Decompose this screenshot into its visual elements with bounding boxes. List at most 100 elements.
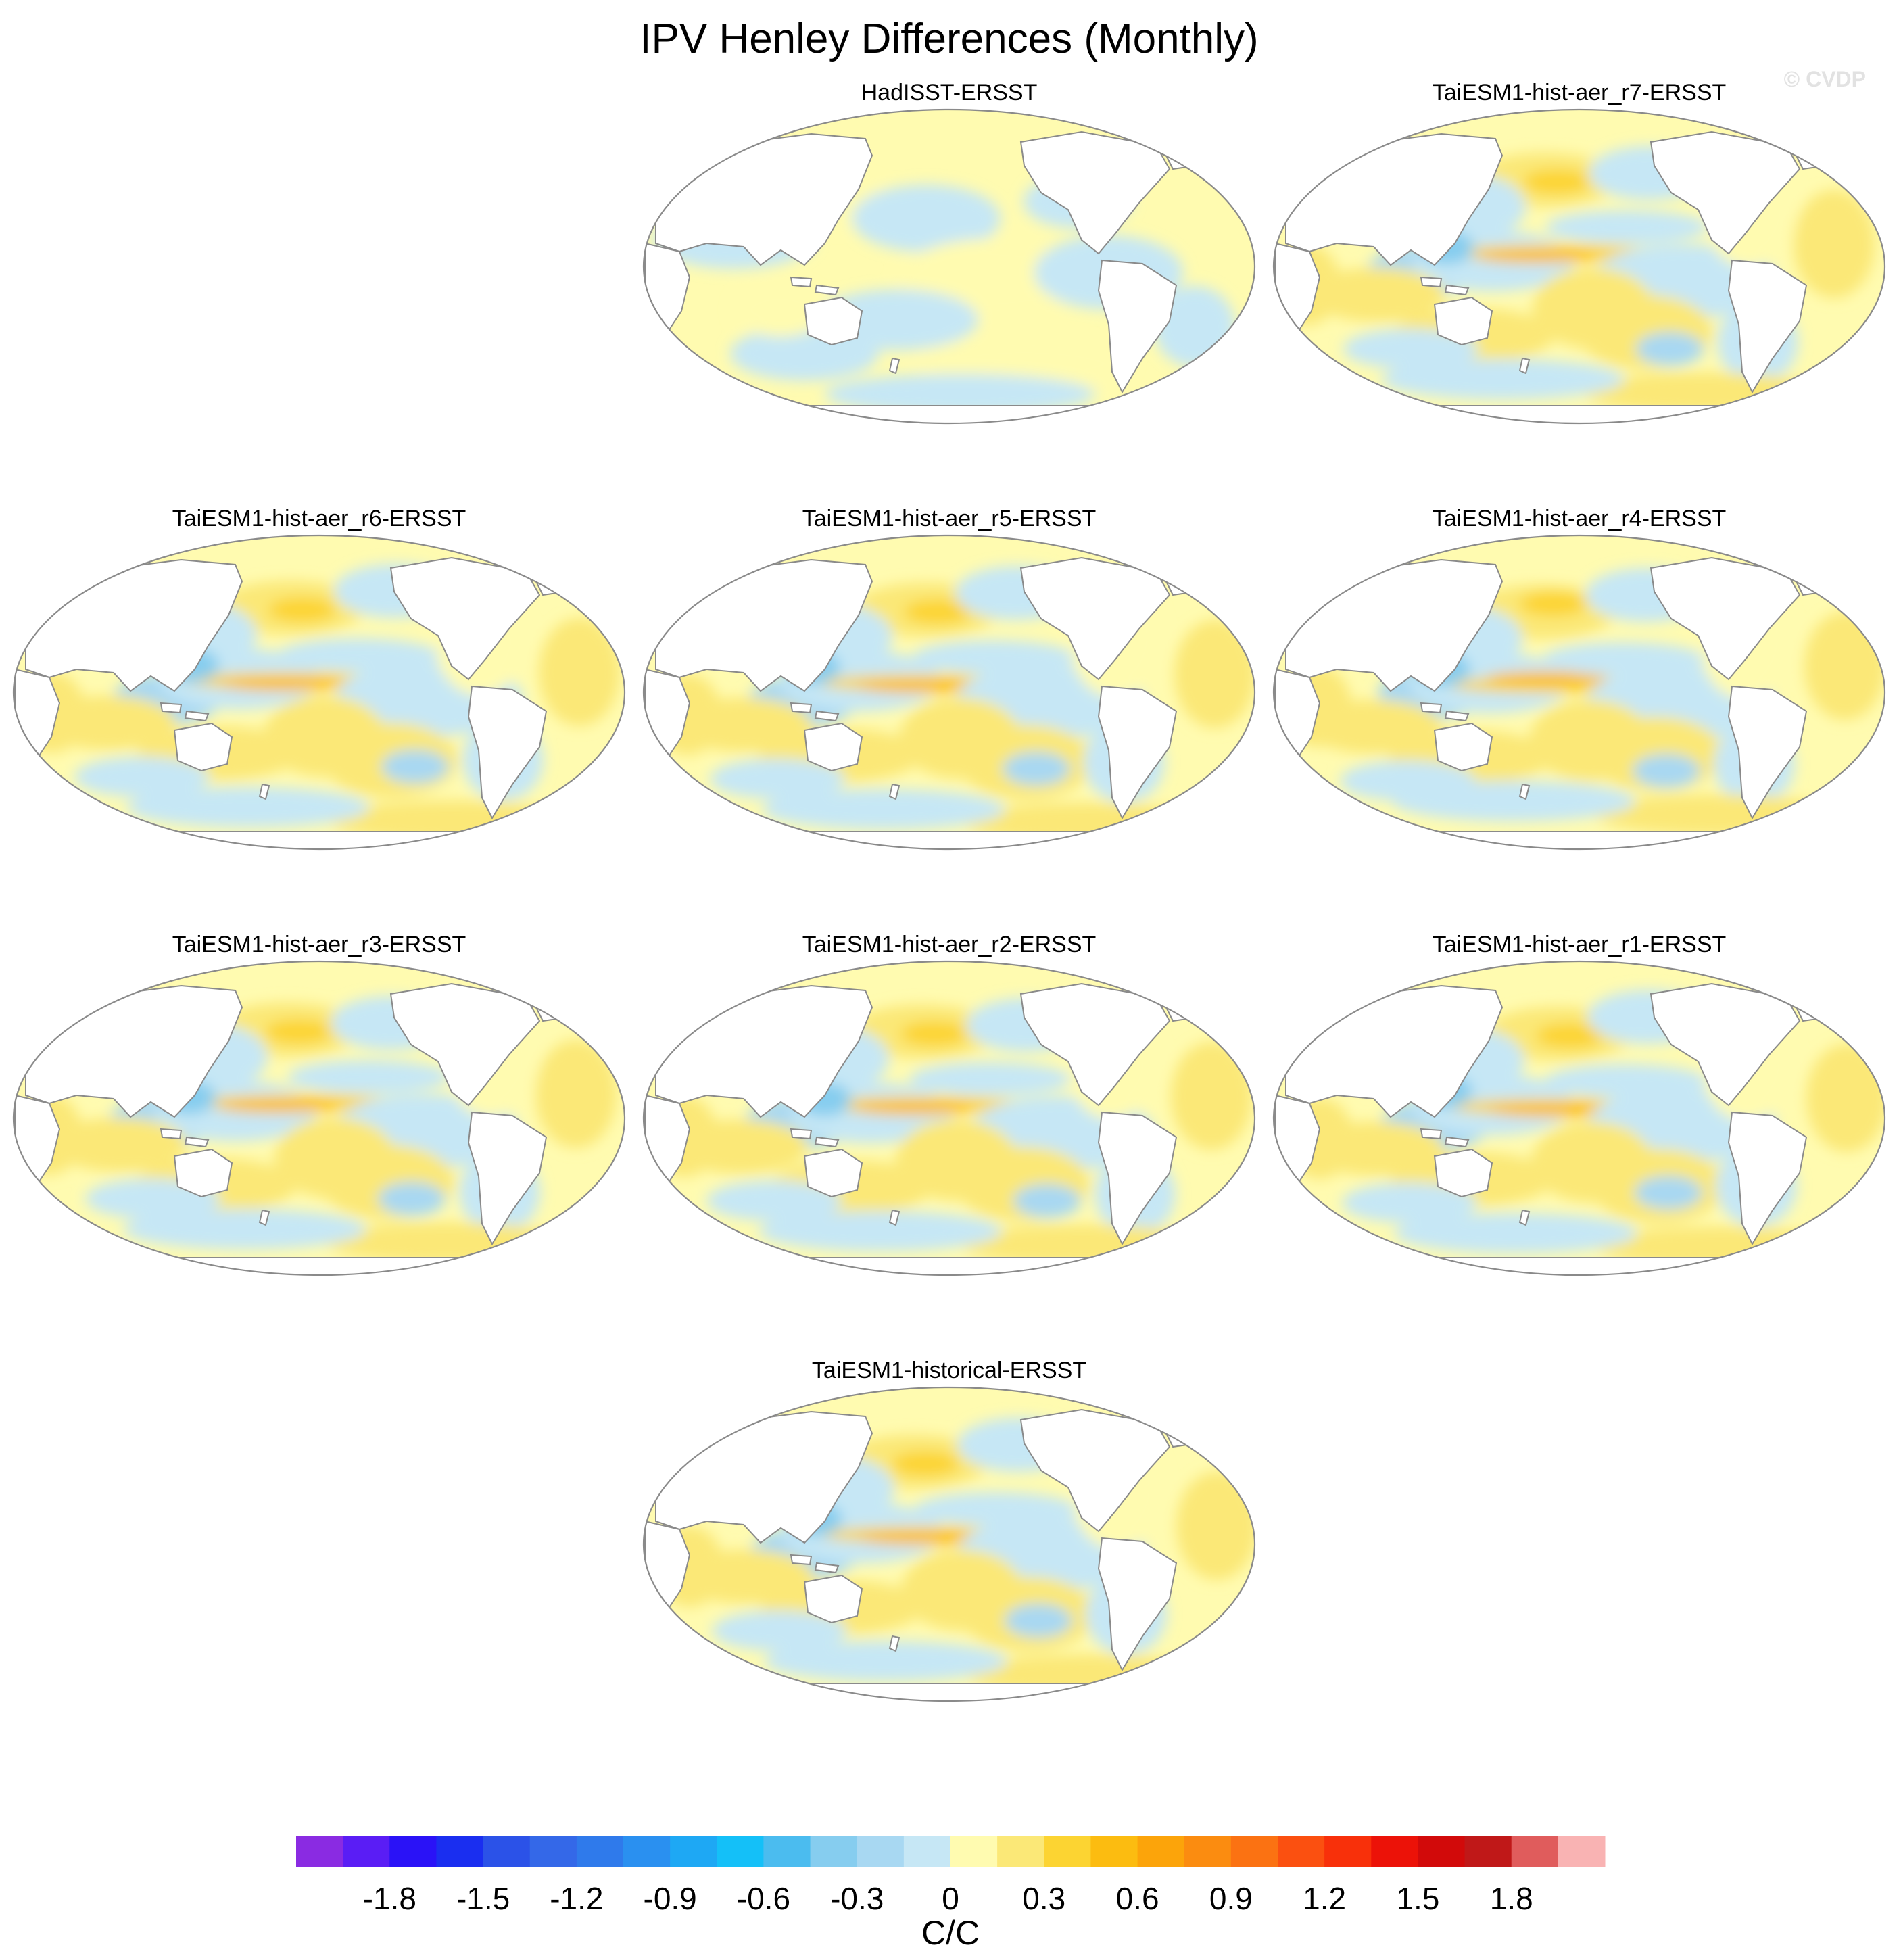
continent bbox=[888, 783, 900, 800]
continent bbox=[1518, 357, 1531, 375]
anomaly-blob bbox=[1520, 592, 1587, 616]
anomaly-blob bbox=[381, 750, 449, 784]
map-panel: TaiESM1-hist-aer_r7-ERSST bbox=[1272, 80, 1886, 425]
continent bbox=[723, 405, 1172, 423]
anomaly-blob bbox=[539, 618, 620, 726]
panel-title: TaiESM1-hist-aer_r1-ERSST bbox=[1433, 932, 1727, 957]
continent bbox=[1097, 259, 1178, 394]
anomaly-blob bbox=[1005, 1604, 1072, 1638]
continent bbox=[1518, 1209, 1531, 1226]
continent bbox=[888, 1635, 900, 1652]
colorbar-swatch bbox=[483, 1836, 531, 1867]
continent bbox=[1727, 1111, 1808, 1246]
anomaly-blob bbox=[1176, 1472, 1255, 1580]
anomaly-blob bbox=[288, 1060, 450, 1094]
anomaly-blob bbox=[859, 1531, 980, 1545]
anomaly-blob bbox=[535, 1040, 617, 1148]
anomaly-blob bbox=[1013, 1184, 1081, 1218]
colorbar-swatch bbox=[389, 1836, 437, 1867]
anomaly-blob bbox=[1794, 190, 1875, 298]
panel-title: TaiESM1-hist-aer_r4-ERSST bbox=[1433, 506, 1727, 531]
continent bbox=[888, 357, 900, 375]
colorbar-swatch bbox=[1278, 1836, 1325, 1867]
continent bbox=[173, 722, 233, 772]
continent bbox=[1420, 702, 1470, 722]
panel-title: TaiESM1-hist-aer_r3-ERSST bbox=[172, 932, 466, 957]
anomaly-blob bbox=[733, 283, 827, 337]
colorbar-tick-label: 0.6 bbox=[1116, 1881, 1159, 1916]
anomaly-blob bbox=[1523, 170, 1591, 194]
continent bbox=[1097, 1111, 1178, 1246]
map-frame bbox=[12, 534, 626, 851]
continent bbox=[160, 702, 210, 722]
panel-title: TaiESM1-hist-aer_r2-ERSST bbox=[802, 932, 1097, 957]
continent bbox=[723, 1257, 1172, 1275]
continent bbox=[888, 1209, 900, 1226]
colorbar-tick-label: 1.8 bbox=[1490, 1881, 1533, 1916]
anomaly-blob bbox=[1174, 620, 1255, 728]
map-panel: TaiESM1-hist-aer_r5-ERSST bbox=[642, 506, 1256, 851]
colorbar-units: C/C bbox=[921, 1914, 980, 1952]
anomaly-blob bbox=[762, 789, 1005, 830]
anomaly-blob bbox=[825, 374, 1095, 414]
colorbar-swatch bbox=[1511, 1836, 1559, 1867]
map-frame bbox=[642, 534, 1256, 851]
anomaly-blob bbox=[706, 1180, 842, 1221]
colorbar-swatch bbox=[343, 1836, 390, 1867]
panel-title: TaiESM1-hist-aer_r6-ERSST bbox=[172, 506, 466, 531]
anomaly-blob bbox=[913, 640, 1075, 674]
colorbar-swatch bbox=[857, 1836, 905, 1867]
anomaly-blob bbox=[1003, 752, 1070, 786]
continent bbox=[258, 783, 270, 800]
colorbar-swatch bbox=[1090, 1836, 1138, 1867]
anomaly-blob bbox=[1342, 1182, 1477, 1223]
continent bbox=[803, 296, 863, 346]
continent bbox=[160, 1128, 210, 1148]
anomaly-blob bbox=[74, 757, 210, 797]
map-frame bbox=[642, 960, 1256, 1276]
continent bbox=[803, 1574, 863, 1624]
colorbar-swatch bbox=[1558, 1836, 1606, 1867]
anomaly-blob bbox=[1381, 359, 1625, 400]
map-frame bbox=[1272, 534, 1886, 851]
anomaly-blob bbox=[1804, 612, 1885, 720]
continent bbox=[467, 1111, 548, 1246]
continent bbox=[1353, 1257, 1802, 1275]
colorbar-swatch bbox=[1230, 1836, 1278, 1867]
colorbar: -1.8 -1.5 -1.2 -0.9 -0.6 -0.3 0 0.3 0.6 0.9 1.2 1.5… bbox=[296, 1836, 1606, 1952]
continents bbox=[644, 982, 1205, 1275]
continent bbox=[1353, 831, 1802, 849]
colorbar-swatch bbox=[997, 1836, 1044, 1867]
colorbar-swatch bbox=[950, 1836, 998, 1867]
anomaly-blob bbox=[378, 1182, 446, 1216]
continent bbox=[723, 831, 1172, 849]
anomaly-blob bbox=[1636, 332, 1704, 366]
colorbar-swatch bbox=[903, 1836, 951, 1867]
colorbar-tick-label: -0.9 bbox=[644, 1881, 697, 1916]
map-frame bbox=[1272, 960, 1886, 1276]
panel-title: TaiESM1-hist-aer_r7-ERSST bbox=[1433, 80, 1727, 105]
anomaly-blob bbox=[123, 1209, 366, 1249]
anomaly-blob bbox=[1476, 249, 1597, 263]
anomaly-blob bbox=[126, 787, 370, 828]
anomaly-blob bbox=[1543, 642, 1705, 676]
continent bbox=[790, 276, 840, 296]
colorbar-tick-label: 0 bbox=[942, 1881, 959, 1916]
anomaly-blob bbox=[1343, 329, 1478, 369]
colorbar-tick-label: 1.2 bbox=[1303, 1881, 1346, 1916]
anomaly-blob bbox=[892, 1452, 959, 1476]
map-panels: HadISST-ERSST TaiESM1-hist-aer_r7-ERSST Ta… bbox=[12, 80, 1886, 1702]
continent bbox=[1433, 1148, 1493, 1198]
colorbar-swatch bbox=[1137, 1836, 1185, 1867]
continent bbox=[1433, 722, 1493, 772]
colorbar-swatch bbox=[1418, 1836, 1466, 1867]
anomaly-blob bbox=[853, 1101, 975, 1115]
map-panel: TaiESM1-hist-aer_r6-ERSST bbox=[12, 506, 626, 851]
anomaly-blob bbox=[1806, 1044, 1885, 1152]
continent bbox=[790, 1554, 840, 1574]
anomaly-blob bbox=[759, 1211, 1002, 1251]
continent bbox=[1727, 259, 1808, 394]
colorbar-swatch bbox=[1184, 1836, 1232, 1867]
colorbar-swatch bbox=[763, 1836, 811, 1867]
